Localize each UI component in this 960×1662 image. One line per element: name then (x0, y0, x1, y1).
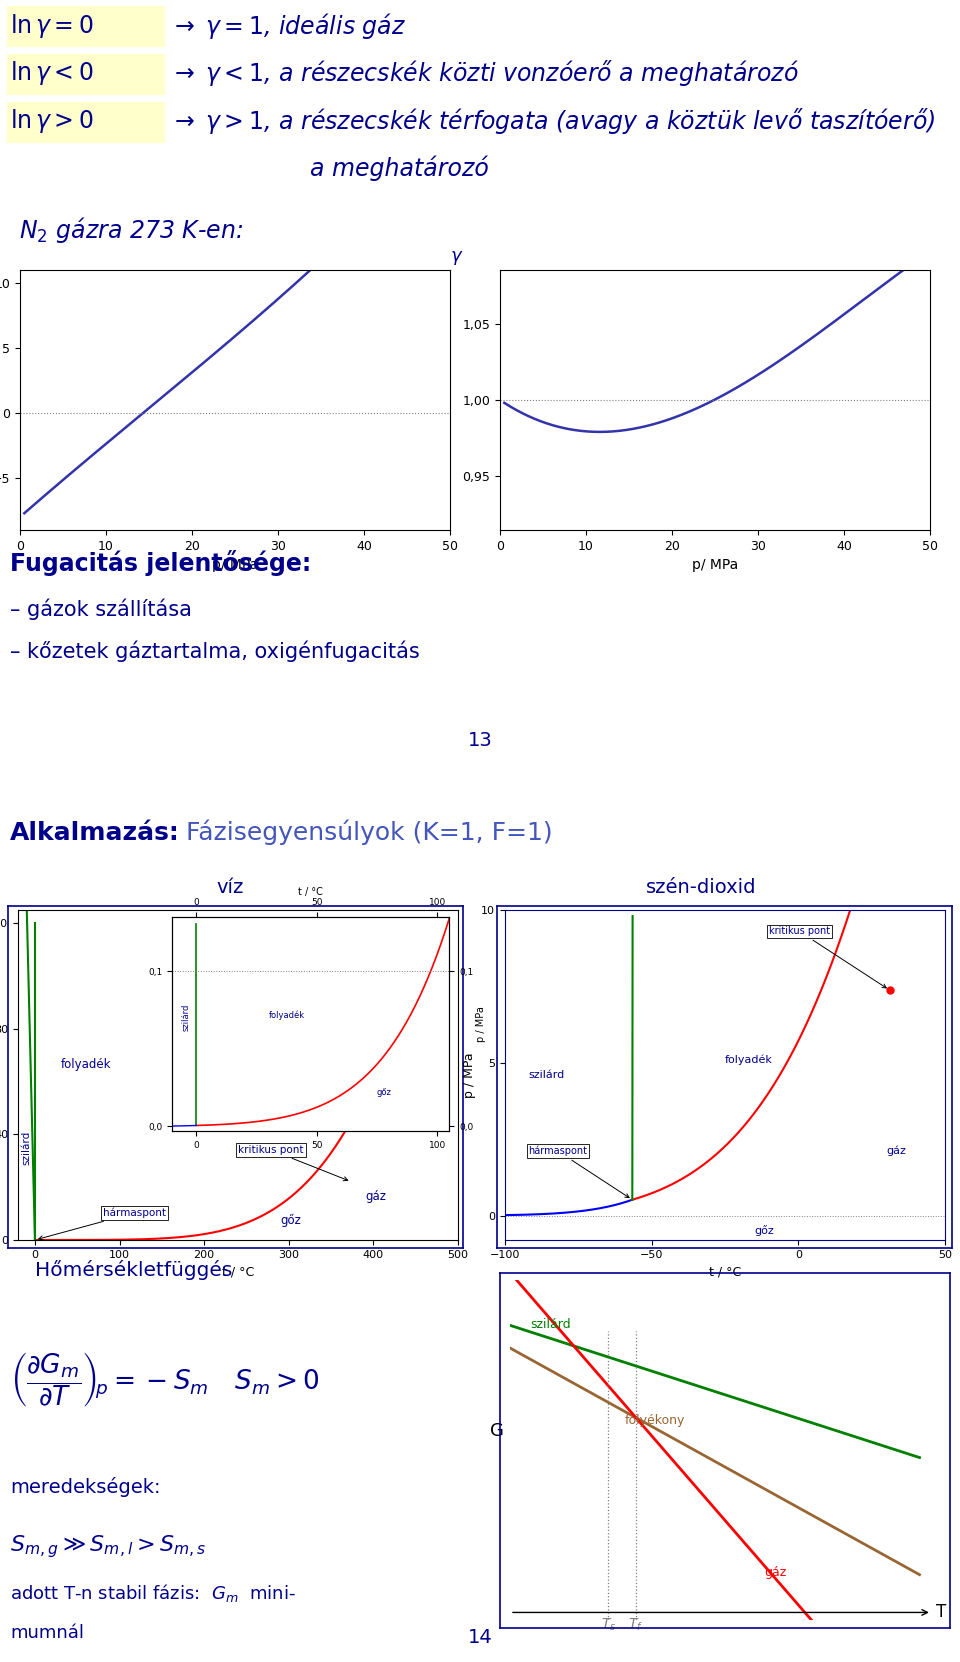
Text: hármaspont: hármaspont (38, 1208, 166, 1240)
Text: folyékony: folyékony (625, 1414, 685, 1426)
X-axis label: t / °C: t / °C (708, 1265, 741, 1278)
Text: folyadék: folyadék (725, 1054, 773, 1065)
Text: $T_f$: $T_f$ (629, 1615, 643, 1632)
Text: – gázok szállítása: – gázok szállítása (10, 598, 192, 620)
Text: $\ln\gamma<0$: $\ln\gamma<0$ (10, 58, 94, 86)
Text: gáz: gáz (764, 1566, 786, 1579)
Text: szilárd: szilárd (528, 1070, 564, 1080)
X-axis label: p/ MPa: p/ MPa (212, 558, 258, 572)
Text: T: T (936, 1604, 947, 1622)
Text: Fázisegyensúlyok (K=1, F=1): Fázisegyensúlyok (K=1, F=1) (185, 819, 552, 846)
Text: víz: víz (217, 878, 244, 897)
Text: Hőmérsékletfüggés: Hőmérsékletfüggés (35, 1260, 232, 1280)
Text: a meghatározó: a meghatározó (310, 155, 489, 181)
Text: adott T-n stabil fázis:  $G_m$  mini-: adott T-n stabil fázis: $G_m$ mini- (10, 1582, 296, 1604)
Text: szén-dioxid: szén-dioxid (645, 878, 756, 897)
Text: gőz: gőz (280, 1213, 301, 1227)
X-axis label: p/ MPa: p/ MPa (692, 558, 738, 572)
Text: szilárd: szilárd (21, 1130, 32, 1165)
Text: G: G (490, 1423, 503, 1439)
Text: $\rightarrow\;\gamma>1$, a részecskék térfogata (avagy a köztük levő taszítóerő): $\rightarrow\;\gamma>1$, a részecskék té… (170, 106, 935, 136)
FancyBboxPatch shape (7, 101, 164, 141)
Text: szilárd: szilárd (531, 1318, 571, 1331)
Y-axis label: p / MPa: p / MPa (476, 1006, 486, 1042)
Text: 14: 14 (468, 1629, 492, 1647)
FancyBboxPatch shape (7, 7, 164, 47)
Text: $T_s$: $T_s$ (601, 1615, 616, 1632)
Text: $\ln\gamma>0$: $\ln\gamma>0$ (10, 106, 94, 135)
Text: meredekségek:: meredekségek: (10, 1478, 160, 1497)
Text: $S_{m,g} \gg S_{m,l} > S_{m,s}$: $S_{m,g} \gg S_{m,l} > S_{m,s}$ (10, 1532, 206, 1561)
FancyBboxPatch shape (7, 53, 164, 95)
Text: gőz: gőz (755, 1225, 774, 1237)
Text: mumnál: mumnál (10, 1624, 84, 1642)
Y-axis label: $\gamma$: $\gamma$ (450, 249, 464, 268)
X-axis label: t / °C: t / °C (222, 1265, 254, 1278)
Text: $\ln\gamma=0$: $\ln\gamma=0$ (10, 12, 94, 40)
Text: Fugacitás jelentősége:: Fugacitás jelentősége: (10, 550, 311, 577)
Text: folyadék: folyadék (60, 1059, 110, 1072)
Text: gáz: gáz (365, 1190, 386, 1203)
X-axis label: t / °C: t / °C (299, 888, 323, 897)
Text: $\rightarrow\;\gamma<1$, a részecskék közti vonzóerő a meghatározó: $\rightarrow\;\gamma<1$, a részecskék kö… (170, 58, 799, 88)
Text: kritikus pont: kritikus pont (238, 1145, 348, 1180)
Text: $\rightarrow\;\gamma=1$, ideális gáz: $\rightarrow\;\gamma=1$, ideális gáz (170, 12, 406, 42)
Text: N$_2$ gázra 273 K-en:: N$_2$ gázra 273 K-en: (19, 214, 244, 244)
Text: – kőzetek gáztartalma, oxigénfugacitás: – kőzetek gáztartalma, oxigénfugacitás (10, 640, 420, 661)
Text: hármaspont: hármaspont (528, 1145, 629, 1198)
Text: gáz: gáz (886, 1145, 906, 1157)
Text: kritikus pont: kritikus pont (769, 926, 886, 987)
Text: $\left(\dfrac{\partial G_m}{\partial T}\right)_{\!p} = -S_m \quad S_m > 0$: $\left(\dfrac{\partial G_m}{\partial T}\… (10, 1351, 320, 1409)
Text: Alkalmazás:: Alkalmazás: (10, 821, 180, 844)
Text: 13: 13 (468, 731, 492, 750)
Y-axis label: p / MPa: p / MPa (463, 1052, 476, 1099)
